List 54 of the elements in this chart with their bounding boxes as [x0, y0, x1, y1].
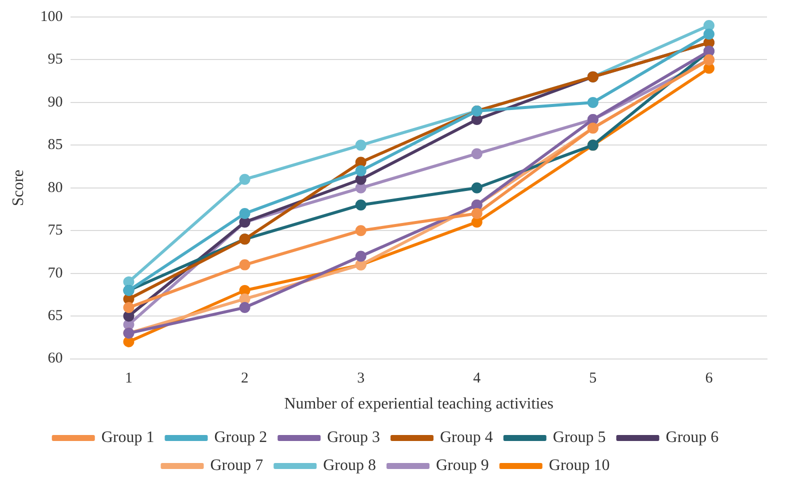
- point: [703, 20, 714, 32]
- legend-label: Group 7: [210, 457, 264, 474]
- point: [703, 28, 714, 40]
- point: [355, 156, 366, 168]
- x-tick-label: 5: [589, 370, 597, 387]
- point: [239, 259, 250, 270]
- legend-label: Group 2: [214, 429, 268, 446]
- point: [239, 293, 250, 304]
- x-tick-label: 6: [705, 370, 714, 387]
- x-tick-label: 3: [357, 370, 365, 387]
- x-tick-label: 2: [241, 370, 249, 387]
- legend-label: Group 8: [323, 457, 376, 474]
- point: [471, 208, 482, 220]
- y-tick-label: 60: [48, 350, 63, 367]
- point: [471, 148, 482, 160]
- x-tick-label: 1: [124, 370, 132, 387]
- legend-label: Group 6: [666, 429, 719, 446]
- point: [355, 182, 366, 194]
- point: [239, 174, 250, 185]
- y-tick-label: 90: [48, 94, 63, 110]
- y-tick-label: 75: [48, 222, 63, 239]
- point: [355, 250, 366, 262]
- legend-label: Group 9: [436, 457, 489, 474]
- y-tick-label: 70: [48, 265, 63, 282]
- y-tick-label: 100: [40, 8, 63, 25]
- point: [239, 208, 250, 220]
- point: [123, 336, 134, 348]
- point: [239, 302, 250, 314]
- legend-label: Group 3: [327, 429, 380, 446]
- x-tick-label: 4: [473, 370, 482, 387]
- point: [587, 96, 598, 108]
- point: [471, 182, 482, 194]
- point: [703, 62, 714, 74]
- point: [471, 114, 482, 126]
- y-tick-label: 85: [48, 137, 63, 154]
- point: [123, 310, 134, 322]
- point: [355, 140, 366, 151]
- legend-label: Group 5: [552, 429, 606, 446]
- legend-label: Group 1: [101, 429, 154, 446]
- legend-label: Group 4: [440, 429, 493, 446]
- point: [355, 165, 366, 176]
- y-tick-label: 80: [48, 180, 63, 196]
- point: [123, 276, 134, 288]
- x-axis-title: Number of experiential teaching activities: [284, 396, 554, 413]
- point: [355, 225, 366, 236]
- point: [471, 216, 482, 228]
- y-axis-title: Score: [10, 170, 27, 206]
- y-tick-label: 95: [48, 52, 63, 68]
- point: [355, 174, 366, 185]
- point: [123, 302, 134, 314]
- y-tick-label: 65: [48, 308, 63, 324]
- point: [239, 284, 250, 296]
- point: [355, 199, 366, 210]
- legend-label: Group 10: [548, 457, 610, 474]
